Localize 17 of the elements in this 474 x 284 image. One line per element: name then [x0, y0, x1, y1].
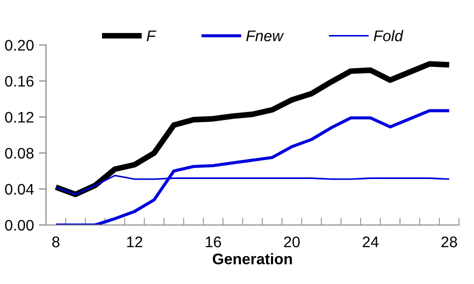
x-tick-label: 8 — [52, 236, 60, 248]
y-tick-label: 0.00 — [5, 220, 34, 231]
y-tick-label: 0.16 — [5, 76, 34, 87]
legend-label: Fold — [374, 30, 404, 42]
legend-label: Fnew — [246, 30, 284, 42]
y-tick-label: 0.08 — [5, 148, 34, 159]
x-tick-label: 20 — [284, 236, 300, 248]
y-tick-label: 0.04 — [5, 184, 34, 195]
x-axis-title: Generation — [212, 253, 292, 264]
line-series — [54, 109, 451, 225]
x-tick-label: 28 — [441, 236, 457, 248]
legend-label: F — [146, 30, 156, 42]
y-tick-label: 0.12 — [5, 112, 34, 123]
x-tick-label: 16 — [206, 236, 221, 248]
y-tick-label: 0.20 — [5, 40, 34, 51]
x-tick-label: 12 — [127, 236, 142, 248]
x-tick-label: 24 — [362, 236, 379, 248]
